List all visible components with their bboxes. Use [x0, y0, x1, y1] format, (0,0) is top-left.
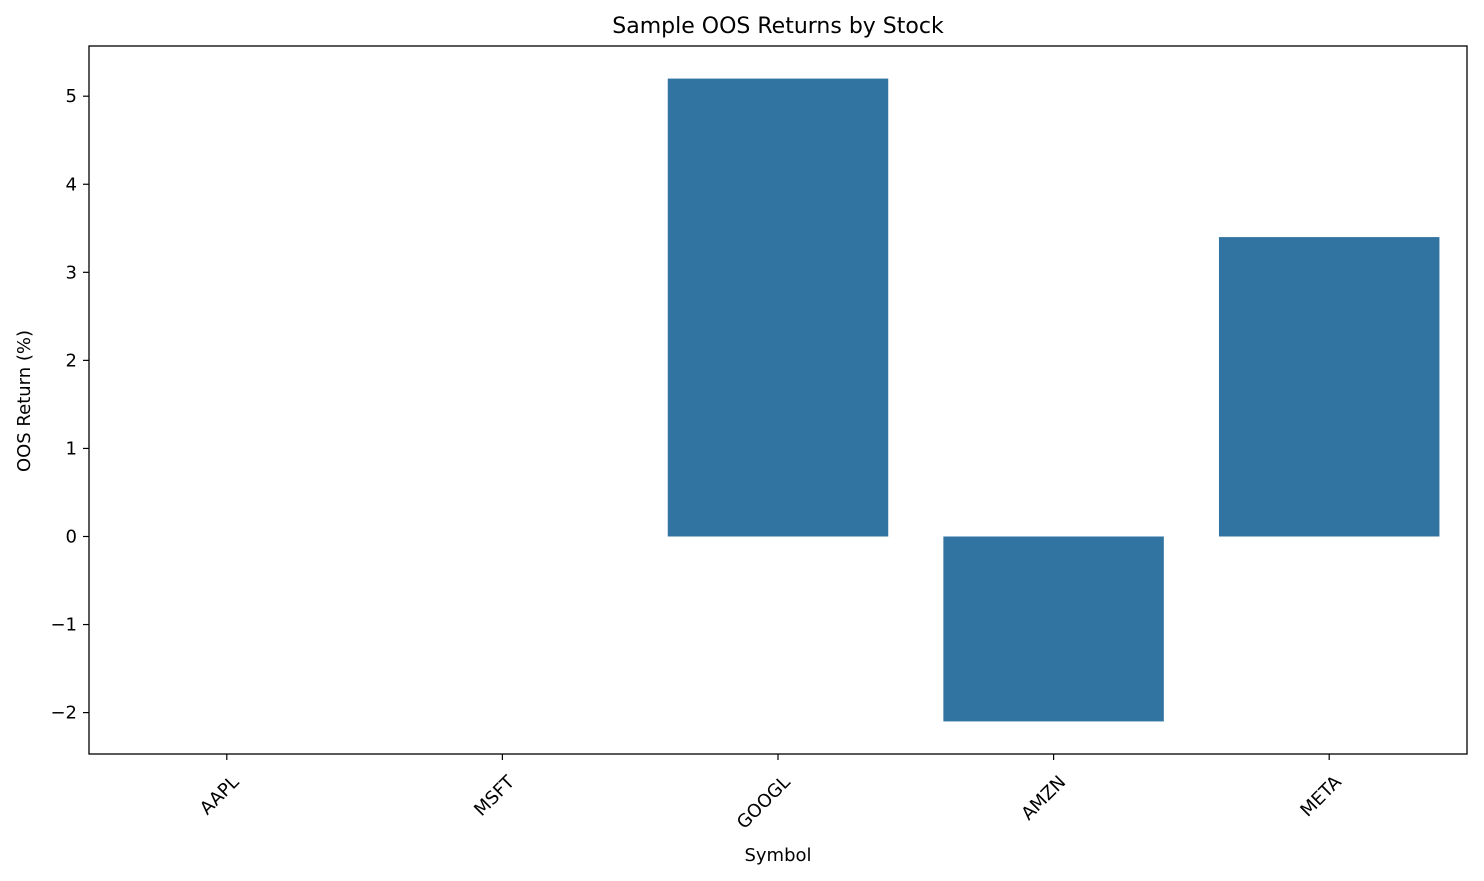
bar-meta: [1218, 237, 1440, 537]
x-tick-label-meta: META: [1296, 771, 1346, 821]
y-tick-label: −2: [50, 703, 77, 724]
x-axis-label: Symbol: [744, 845, 811, 866]
y-axis: −2 −1 0 1 2 3 4 5: [50, 86, 89, 724]
x-tick-label-googl: GOOGL: [733, 772, 795, 834]
plot-frame: [88, 45, 1468, 755]
y-tick-label: 4: [66, 174, 77, 195]
y-tick-label: 0: [66, 526, 77, 547]
y-tick-label: 1: [66, 438, 77, 459]
y-tick-label: 5: [66, 86, 77, 107]
plot-area: [116, 78, 1440, 722]
bar-amzn: [943, 536, 1164, 722]
x-tick-label-aapl: AAPL: [196, 772, 243, 819]
bar-googl: [667, 78, 889, 537]
y-axis-label: OOS Return (%): [14, 330, 35, 472]
x-tick-label-amzn: AMZN: [1017, 772, 1070, 825]
x-axis: AAPL MSFT GOOGL AMZN META: [196, 754, 1346, 833]
y-tick-label: 3: [66, 262, 77, 283]
y-tick-label: −1: [50, 615, 77, 636]
x-tick-label-msft: MSFT: [470, 771, 519, 820]
y-tick-label: 2: [66, 350, 77, 371]
chart-title: Sample OOS Returns by Stock: [612, 14, 944, 39]
